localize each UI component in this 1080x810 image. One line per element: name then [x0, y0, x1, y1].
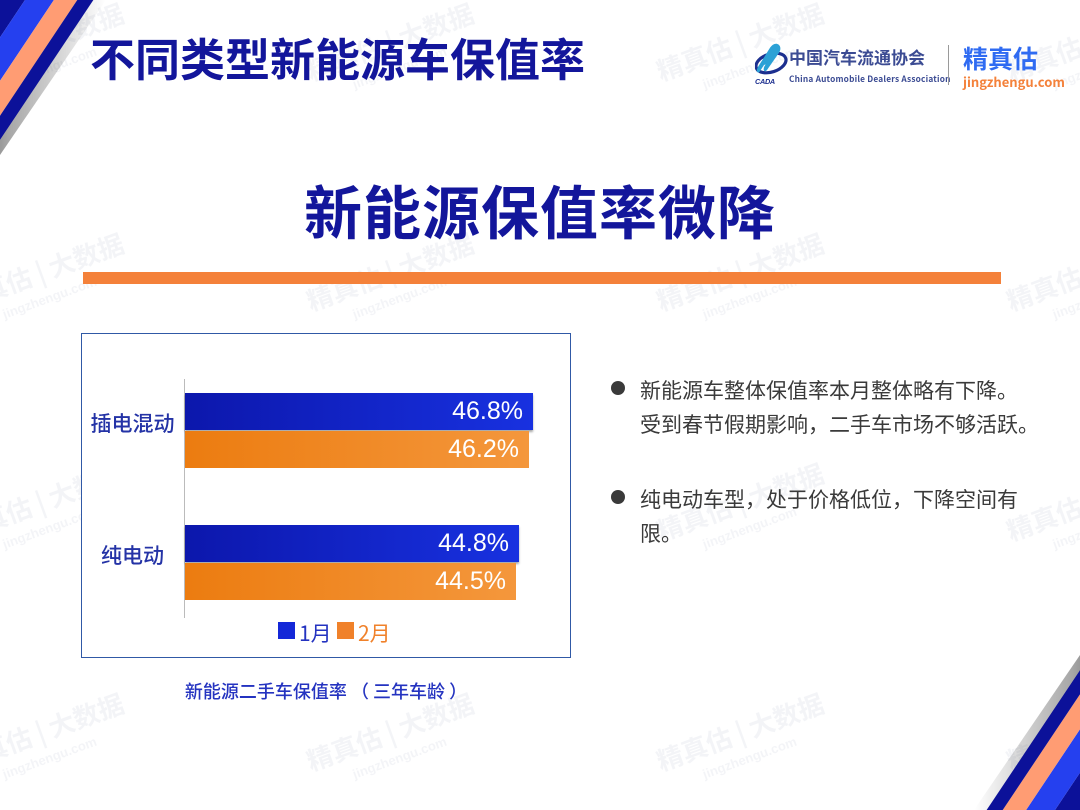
svg-text:CADA: CADA [755, 77, 775, 86]
